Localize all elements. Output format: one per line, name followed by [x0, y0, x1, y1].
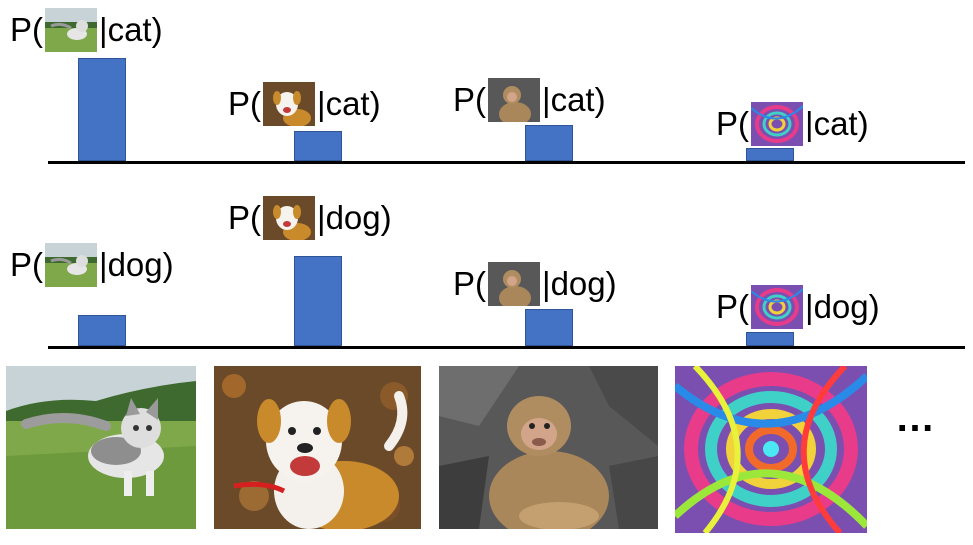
prob-prefix: P(: [10, 246, 43, 283]
prob-separator: |: [99, 11, 108, 48]
prob-separator: |: [317, 85, 326, 122]
prob-condition: dog): [813, 288, 880, 325]
prob-prefix: P(: [228, 199, 261, 236]
prob-label-dog-dog: P( | dog): [228, 196, 392, 240]
monkey-icon: [488, 262, 540, 306]
swirl-icon: [751, 285, 803, 329]
prob-condition: cat): [325, 85, 381, 122]
bar-dog-cat: [294, 131, 342, 161]
monkey-icon: [488, 78, 540, 122]
kitten-icon: [45, 243, 97, 287]
noise-swirl-photo: [675, 366, 867, 533]
prob-separator: |: [317, 199, 326, 236]
monkey-photo: [439, 366, 658, 529]
bar-kitten-cat: [78, 58, 126, 161]
bar-monkey-dog: [525, 309, 573, 346]
bar-noise-dog: [746, 332, 794, 346]
prob-label-noise-cat: P( | cat): [716, 102, 869, 146]
prob-prefix: P(: [10, 11, 43, 48]
prob-label-monkey-cat: P( | cat): [453, 78, 606, 122]
more-ellipsis: …: [895, 396, 937, 440]
prob-condition: cat): [813, 105, 869, 142]
prob-separator: |: [805, 105, 814, 142]
prob-prefix: P(: [716, 105, 749, 142]
prob-label-monkey-dog: P( | dog): [453, 262, 617, 306]
bar-monkey-cat: [525, 125, 573, 161]
dog-icon: [263, 82, 315, 126]
prob-prefix: P(: [228, 85, 261, 122]
prob-separator: |: [542, 265, 551, 302]
dog-icon: [263, 196, 315, 240]
prob-separator: |: [805, 288, 814, 325]
bar-dog-dog: [294, 256, 342, 346]
prob-prefix: P(: [453, 81, 486, 118]
kitten-icon: [45, 8, 97, 52]
prob-condition: dog): [107, 246, 174, 283]
prob-prefix: P(: [453, 265, 486, 302]
swirl-icon: [751, 102, 803, 146]
prob-label-kitten-cat: P( | cat): [10, 8, 163, 52]
prob-separator: |: [542, 81, 551, 118]
kitten-photo: [6, 366, 196, 529]
prob-label-noise-dog: P( | dog): [716, 285, 880, 329]
prob-condition: dog): [325, 199, 392, 236]
prob-condition: dog): [550, 265, 617, 302]
prob-label-dog-cat: P( | cat): [228, 82, 381, 126]
prob-prefix: P(: [716, 288, 749, 325]
prob-condition: cat): [550, 81, 606, 118]
bar-noise-cat: [746, 148, 794, 161]
dog-chart-baseline: [48, 346, 965, 349]
prob-condition: cat): [107, 11, 163, 48]
cat-chart-baseline: [48, 161, 965, 164]
dog-photo: [214, 366, 421, 529]
bar-kitten-dog: [78, 315, 126, 346]
prob-separator: |: [99, 246, 108, 283]
prob-label-kitten-dog: P( | dog): [10, 243, 174, 287]
